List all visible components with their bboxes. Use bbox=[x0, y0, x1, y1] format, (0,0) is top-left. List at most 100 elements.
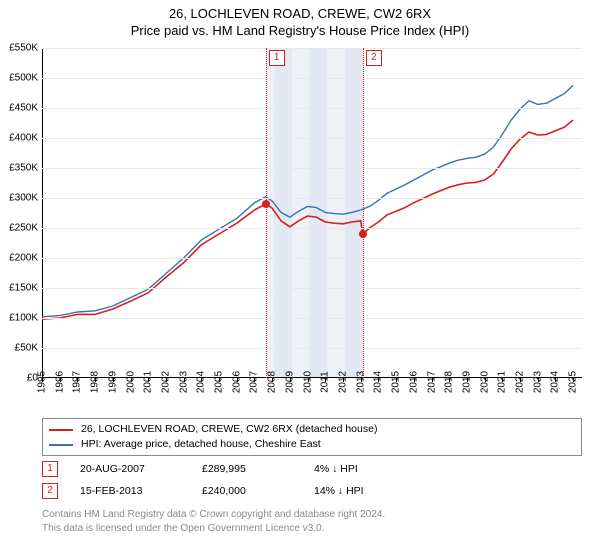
plot-area: £0£50K£100K£150K£200K£250K£300K£350K£400… bbox=[42, 48, 582, 378]
x-tick bbox=[290, 378, 291, 382]
legend: 26, LOCHLEVEN ROAD, CREWE, CW2 6RX (deta… bbox=[42, 418, 582, 456]
event-num: 2 bbox=[42, 483, 58, 499]
y-tick-label: £200K bbox=[9, 253, 38, 264]
y-tick-label: £400K bbox=[9, 133, 38, 144]
x-tick bbox=[237, 378, 238, 382]
x-tick-label: 2009 bbox=[284, 371, 295, 393]
footer-line2: This data is licensed under the Open Gov… bbox=[42, 522, 582, 536]
x-tick bbox=[254, 378, 255, 382]
event-row: 2 15-FEB-2013 £240,000 14% ↓ HPI bbox=[42, 480, 582, 502]
x-tick bbox=[467, 378, 468, 382]
x-tick-label: 2015 bbox=[391, 371, 402, 393]
x-tick bbox=[432, 378, 433, 382]
y-tick-label: £100K bbox=[9, 313, 38, 324]
x-tick-label: 2011 bbox=[320, 371, 331, 393]
gridline-h bbox=[42, 228, 582, 229]
x-tick bbox=[42, 378, 43, 382]
x-tick-label: 1996 bbox=[54, 371, 65, 393]
gridline-h bbox=[42, 288, 582, 289]
title-line1: 26, LOCHLEVEN ROAD, CREWE, CW2 6RX bbox=[0, 6, 600, 23]
gridline-h bbox=[42, 318, 582, 319]
sale-point bbox=[262, 200, 270, 208]
x-tick-label: 2020 bbox=[479, 371, 490, 393]
x-tick bbox=[77, 378, 78, 382]
event-num: 1 bbox=[42, 461, 58, 477]
sale-point bbox=[359, 230, 367, 238]
legend-swatch bbox=[49, 429, 73, 431]
x-tick-label: 1999 bbox=[107, 371, 118, 393]
x-tick bbox=[555, 378, 556, 382]
y-tick-label: £450K bbox=[9, 103, 38, 114]
x-tick-label: 2006 bbox=[231, 371, 242, 393]
x-tick-label: 2008 bbox=[267, 371, 278, 393]
events-table: 120-AUG-2007£289,9954% ↓ HPI215-FEB-2013… bbox=[42, 458, 582, 502]
x-tick-label: 1997 bbox=[72, 371, 83, 393]
x-tick-label: 2019 bbox=[461, 371, 472, 393]
x-tick bbox=[343, 378, 344, 382]
x-tick bbox=[184, 378, 185, 382]
x-tick-label: 2005 bbox=[214, 371, 225, 393]
legend-row: HPI: Average price, detached house, Ches… bbox=[49, 437, 575, 452]
x-tick-label: 2018 bbox=[444, 371, 455, 393]
series-hpi bbox=[42, 85, 573, 317]
event-date: 20-AUG-2007 bbox=[80, 463, 180, 475]
x-tick bbox=[378, 378, 379, 382]
x-tick bbox=[201, 378, 202, 382]
footer-attribution: Contains HM Land Registry data © Crown c… bbox=[42, 508, 582, 535]
x-tick-label: 2002 bbox=[160, 371, 171, 393]
x-tick bbox=[520, 378, 521, 382]
x-tick bbox=[538, 378, 539, 382]
x-tick bbox=[449, 378, 450, 382]
x-tick bbox=[573, 378, 574, 382]
x-tick bbox=[325, 378, 326, 382]
chart-container: { "title": { "line1": "26, LOCHLEVEN ROA… bbox=[0, 0, 600, 560]
x-tick-label: 2023 bbox=[532, 371, 543, 393]
footer-line1: Contains HM Land Registry data © Crown c… bbox=[42, 508, 582, 522]
event-row: 120-AUG-2007£289,9954% ↓ HPI bbox=[42, 458, 582, 480]
x-tick-label: 2024 bbox=[550, 371, 561, 393]
x-tick-label: 2016 bbox=[408, 371, 419, 393]
x-tick-label: 2012 bbox=[337, 371, 348, 393]
gridline-h bbox=[42, 48, 582, 49]
x-tick-label: 2001 bbox=[143, 371, 154, 393]
legend-label: 26, LOCHLEVEN ROAD, CREWE, CW2 6RX (deta… bbox=[81, 422, 377, 437]
x-tick-label: 2025 bbox=[568, 371, 579, 393]
x-tick-label: 2022 bbox=[515, 371, 526, 393]
event-date: 15-FEB-2013 bbox=[80, 485, 180, 497]
x-tick bbox=[166, 378, 167, 382]
x-tick bbox=[396, 378, 397, 382]
x-tick-label: 2017 bbox=[426, 371, 437, 393]
legend-label: HPI: Average price, detached house, Ches… bbox=[81, 437, 321, 452]
y-tick-label: £500K bbox=[9, 73, 38, 84]
x-tick bbox=[60, 378, 61, 382]
y-tick-label: £300K bbox=[9, 193, 38, 204]
gridline-h bbox=[42, 258, 582, 259]
x-tick-label: 2004 bbox=[196, 371, 207, 393]
x-tick-label: 2013 bbox=[355, 371, 366, 393]
event-marker: 2 bbox=[366, 50, 382, 66]
x-tick bbox=[148, 378, 149, 382]
x-tick bbox=[414, 378, 415, 382]
y-tick-label: £50K bbox=[15, 343, 38, 354]
x-tick bbox=[113, 378, 114, 382]
y-tick-label: £250K bbox=[9, 223, 38, 234]
chart-title: 26, LOCHLEVEN ROAD, CREWE, CW2 6RX Price… bbox=[0, 0, 600, 40]
x-tick-label: 2021 bbox=[497, 371, 508, 393]
x-tick bbox=[272, 378, 273, 382]
x-tick-label: 1998 bbox=[90, 371, 101, 393]
event-delta: 14% ↓ HPI bbox=[314, 485, 404, 497]
legend-swatch bbox=[49, 444, 73, 446]
x-tick-label: 2014 bbox=[373, 371, 384, 393]
gridline-h bbox=[42, 138, 582, 139]
series-svg bbox=[42, 48, 582, 378]
event-price: £240,000 bbox=[202, 485, 292, 497]
x-tick-label: 2010 bbox=[302, 371, 313, 393]
legend-row: 26, LOCHLEVEN ROAD, CREWE, CW2 6RX (deta… bbox=[49, 422, 575, 437]
gridline-h bbox=[42, 108, 582, 109]
x-tick bbox=[502, 378, 503, 382]
event-price: £289,995 bbox=[202, 463, 292, 475]
x-tick bbox=[361, 378, 362, 382]
gridline-h bbox=[42, 198, 582, 199]
x-tick bbox=[308, 378, 309, 382]
x-tick bbox=[485, 378, 486, 382]
